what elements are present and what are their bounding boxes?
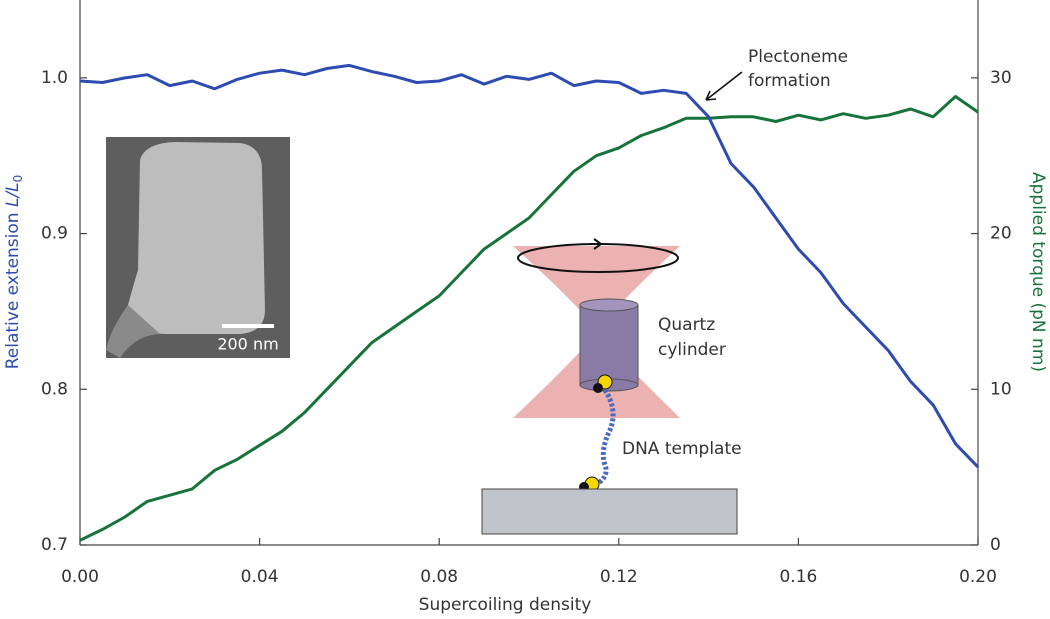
sem-inset: 200 nm xyxy=(106,137,290,358)
cylinder-label: Quartz xyxy=(658,315,715,335)
x-tick-label: 0.20 xyxy=(959,567,997,587)
x-tick-label: 0.08 xyxy=(420,567,458,587)
cylinder-label: cylinder xyxy=(658,340,726,360)
y-label-text: Relative extension xyxy=(3,207,23,369)
data-line xyxy=(79,63,980,469)
y-tick-label: 0.7 xyxy=(41,535,68,555)
data-line xyxy=(79,95,979,542)
dna-label: DNA template xyxy=(622,439,742,459)
arrow xyxy=(705,71,743,101)
x-tick-label: 0.16 xyxy=(779,567,817,587)
y-tick-label: 1.0 xyxy=(41,68,68,88)
scale-bar-label: 200 nm xyxy=(217,335,278,354)
x-tick-label: 0.04 xyxy=(241,567,279,587)
x-tick-label: 0.00 xyxy=(61,567,99,587)
y2-tick-label: 20 xyxy=(990,224,1012,244)
x-tick-label: 0.12 xyxy=(600,567,638,587)
annotation: formation xyxy=(748,71,831,91)
y-tick-label: 0.9 xyxy=(41,224,68,244)
y2-tick-label: 10 xyxy=(990,379,1012,399)
x-axis-label: Supercoiling density xyxy=(419,595,592,615)
y-axis-label: Relative extension L/L0 xyxy=(3,175,25,370)
trap-diagram: Quartz cylinder DNA template xyxy=(481,238,742,535)
annotation: Plectoneme xyxy=(748,47,848,67)
y2-axis-label: Applied torque (pN nm) xyxy=(1028,172,1048,372)
y-tick-label: 0.8 xyxy=(41,379,68,399)
y2-tick-label: 30 xyxy=(990,68,1012,88)
y-label-var: L/L xyxy=(3,182,23,207)
y2-tick-label: 0 xyxy=(990,535,1001,555)
y-label-sub: 0 xyxy=(11,175,25,183)
